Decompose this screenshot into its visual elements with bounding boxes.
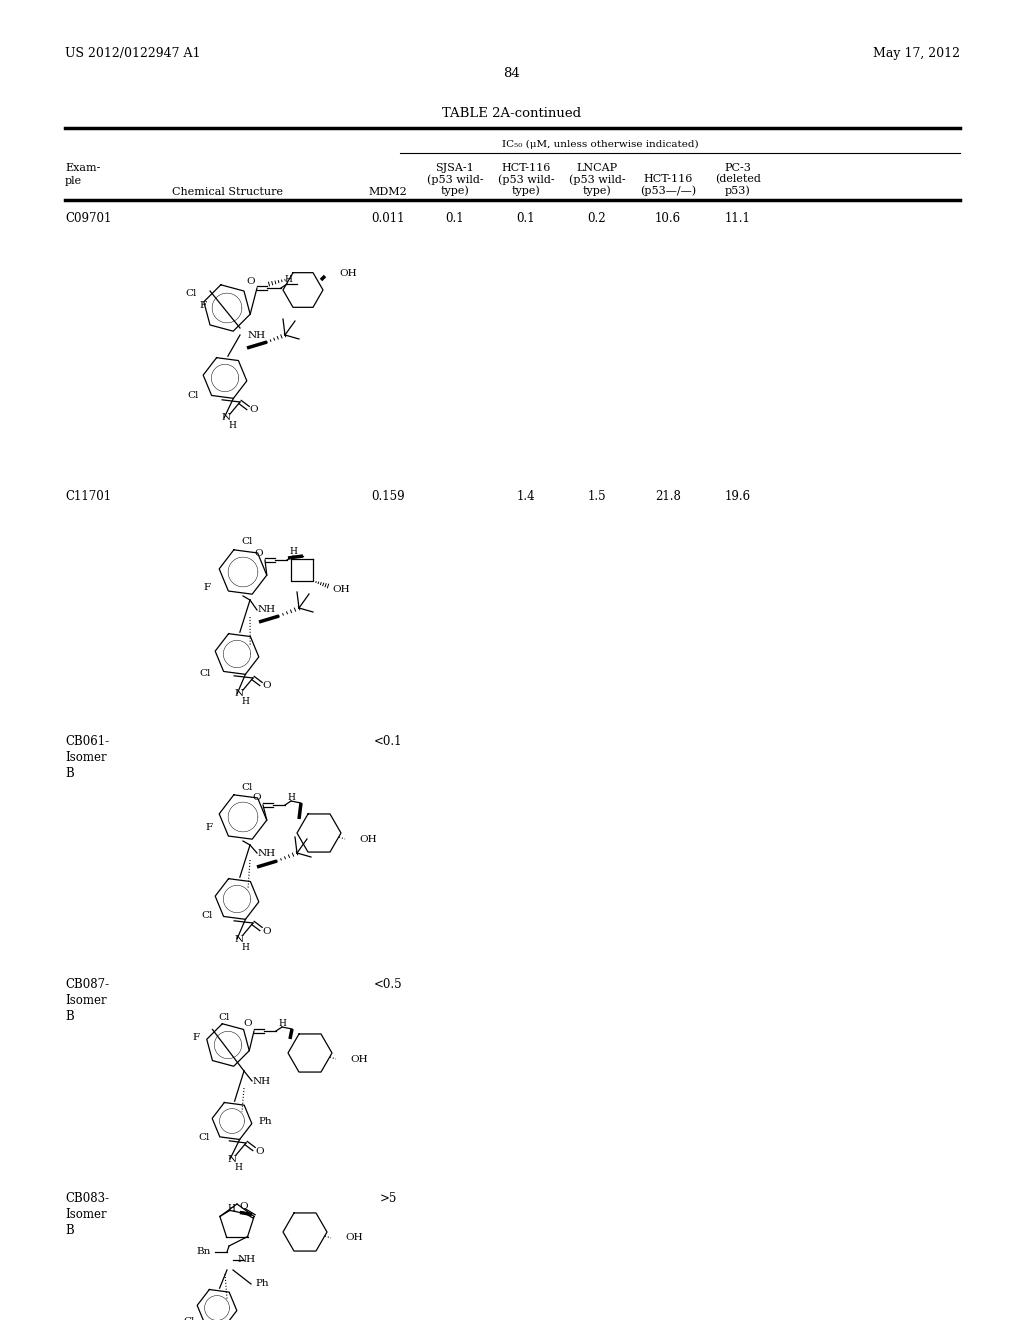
Text: May 17, 2012: May 17, 2012: [873, 48, 961, 59]
Text: (deleted: (deleted: [715, 174, 761, 185]
Text: 0.011: 0.011: [372, 213, 404, 224]
Text: C11701: C11701: [65, 490, 112, 503]
Text: H: H: [241, 697, 249, 706]
Text: Chemical Structure: Chemical Structure: [172, 187, 284, 197]
Text: 10.6: 10.6: [655, 213, 681, 224]
Text: (p53—/—): (p53—/—): [640, 185, 696, 195]
Text: Exam-: Exam-: [65, 162, 100, 173]
Text: NH: NH: [258, 606, 276, 615]
Text: NH: NH: [258, 849, 276, 858]
Text: OH: OH: [345, 1233, 362, 1242]
Text: Cl: Cl: [242, 537, 253, 546]
Text: Cl: Cl: [199, 1133, 210, 1142]
Text: CB061-
Isomer
B: CB061- Isomer B: [65, 735, 110, 780]
Text: SJSA-1: SJSA-1: [435, 162, 474, 173]
Text: H: H: [287, 792, 295, 801]
Text: OH: OH: [350, 1055, 368, 1064]
Text: Cl: Cl: [183, 1317, 195, 1320]
Text: N: N: [221, 413, 230, 422]
Text: 11.1: 11.1: [725, 213, 751, 224]
Text: 0.159: 0.159: [371, 490, 404, 503]
Text: O: O: [253, 793, 261, 803]
Text: <0.5: <0.5: [374, 978, 402, 991]
Text: N: N: [234, 689, 244, 698]
Text: F: F: [200, 301, 207, 310]
Text: p53): p53): [725, 185, 751, 195]
Text: Bn: Bn: [197, 1247, 211, 1257]
Text: 84: 84: [504, 67, 520, 81]
Text: OH: OH: [339, 269, 356, 279]
Text: IC₅₀ (μM, unless otherwise indicated): IC₅₀ (μM, unless otherwise indicated): [502, 140, 698, 149]
Text: O: O: [256, 1147, 264, 1155]
Text: H: H: [228, 421, 236, 430]
Text: OH: OH: [359, 834, 377, 843]
Text: 0.2: 0.2: [588, 213, 606, 224]
Text: N: N: [227, 1155, 237, 1163]
Text: CB083-
Isomer
B: CB083- Isomer B: [65, 1192, 110, 1237]
Text: 19.6: 19.6: [725, 490, 751, 503]
Text: Cl: Cl: [200, 669, 211, 678]
Text: 1.5: 1.5: [588, 490, 606, 503]
Text: type): type): [512, 185, 541, 195]
Text: HCT-116: HCT-116: [643, 174, 692, 183]
Text: O: O: [263, 681, 271, 690]
Text: 0.1: 0.1: [445, 213, 464, 224]
Text: H: H: [228, 1204, 236, 1213]
Text: HCT-116: HCT-116: [502, 162, 551, 173]
Text: >5: >5: [379, 1192, 396, 1205]
Text: TABLE 2A-continued: TABLE 2A-continued: [442, 107, 582, 120]
Text: H: H: [284, 276, 292, 285]
Text: H: H: [289, 548, 297, 557]
Text: 1.4: 1.4: [517, 490, 536, 503]
Text: H: H: [279, 1019, 286, 1027]
Text: type): type): [440, 185, 469, 195]
Text: Cl: Cl: [242, 783, 253, 792]
Text: 21.8: 21.8: [655, 490, 681, 503]
Text: Cl: Cl: [187, 392, 199, 400]
Text: Ph: Ph: [255, 1279, 268, 1288]
Text: PC-3: PC-3: [725, 162, 752, 173]
Text: NH: NH: [253, 1077, 271, 1085]
Text: O: O: [255, 549, 263, 557]
Text: LNCAP: LNCAP: [577, 162, 617, 173]
Text: N: N: [234, 935, 244, 944]
Text: type): type): [583, 185, 611, 195]
Text: (p53 wild-: (p53 wild-: [568, 174, 626, 185]
Text: OH: OH: [332, 586, 349, 594]
Text: Cl: Cl: [218, 1012, 229, 1022]
Text: O: O: [247, 276, 255, 285]
Text: O: O: [244, 1019, 252, 1028]
Text: O: O: [250, 405, 258, 414]
Text: F: F: [206, 822, 213, 832]
Text: O: O: [263, 927, 271, 936]
Text: NH: NH: [248, 331, 266, 341]
Text: NH: NH: [238, 1255, 256, 1265]
Text: CB087-
Isomer
B: CB087- Isomer B: [65, 978, 110, 1023]
Text: ple: ple: [65, 176, 82, 186]
Text: C09701: C09701: [65, 213, 112, 224]
Text: US 2012/0122947 A1: US 2012/0122947 A1: [65, 48, 201, 59]
Text: <0.1: <0.1: [374, 735, 402, 748]
Text: O: O: [240, 1203, 249, 1210]
Text: Ph: Ph: [258, 1117, 271, 1126]
Text: F: F: [193, 1032, 200, 1041]
Text: MDM2: MDM2: [369, 187, 408, 197]
Text: Cl: Cl: [185, 289, 197, 298]
Text: H: H: [241, 942, 249, 952]
Text: F: F: [204, 583, 211, 593]
Text: (p53 wild-: (p53 wild-: [427, 174, 483, 185]
Text: H: H: [234, 1163, 242, 1172]
Text: Cl: Cl: [202, 911, 213, 920]
Text: 0.1: 0.1: [517, 213, 536, 224]
Text: (p53 wild-: (p53 wild-: [498, 174, 554, 185]
